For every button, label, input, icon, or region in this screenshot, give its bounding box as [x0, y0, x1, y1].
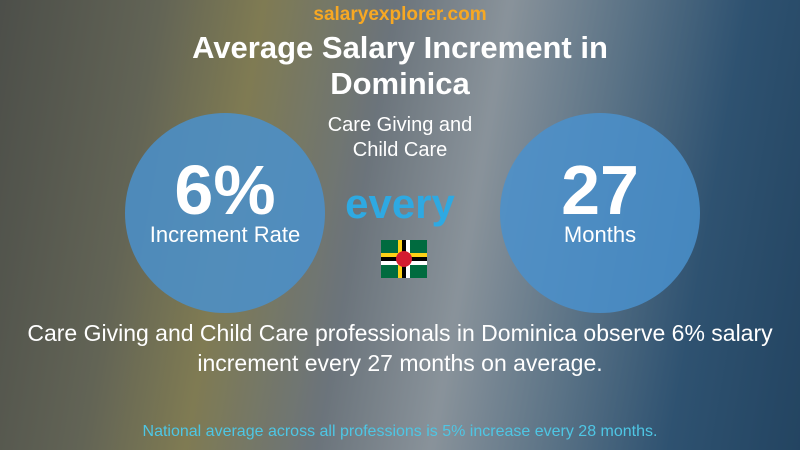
footer: National average across all professions … [142, 423, 658, 440]
connector: every [345, 180, 455, 227]
increment-label: Increment Rate [149, 222, 301, 247]
left-circle [125, 113, 325, 313]
increment-value: 6% [174, 151, 276, 229]
months-label: Months [563, 222, 637, 247]
subtitle: Care Giving and Child Care [327, 114, 473, 161]
flag [381, 240, 427, 278]
months-value: 27 [561, 151, 639, 229]
title: Average Salary Increment in Dominica [192, 30, 608, 101]
site-name[interactable]: salaryexplorer.com [313, 4, 487, 25]
summary: Care Giving and Child Care professionals… [27, 320, 773, 376]
right-circle [500, 113, 700, 313]
